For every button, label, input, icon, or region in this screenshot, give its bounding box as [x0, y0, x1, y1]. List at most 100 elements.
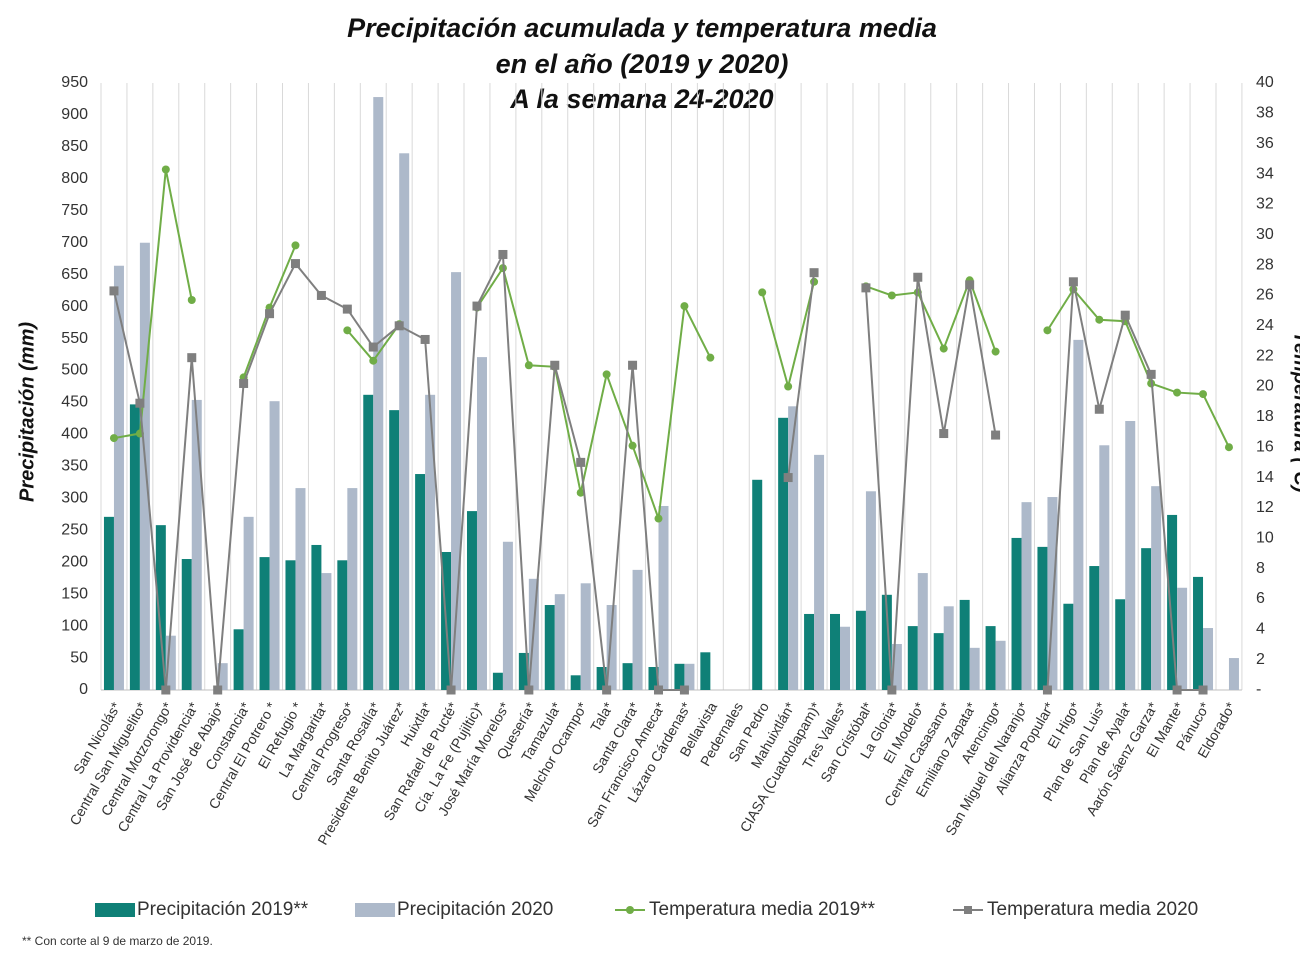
- marker: [1120, 310, 1130, 320]
- marker: [342, 304, 352, 314]
- y2-tick-label: 22: [1256, 347, 1274, 364]
- y2-tick-label: 14: [1256, 469, 1274, 486]
- bar: [425, 394, 436, 690]
- marker: [316, 290, 326, 300]
- bar: [113, 265, 124, 690]
- y-tick-label: 600: [61, 298, 88, 315]
- bar: [855, 610, 866, 690]
- bar: [311, 544, 322, 690]
- y-tick-label: 950: [61, 74, 88, 91]
- chart-title: en el año (2019 y 2020): [496, 49, 789, 79]
- bar: [389, 410, 400, 690]
- marker: [602, 685, 612, 695]
- y-tick-label: 200: [61, 553, 88, 570]
- y2-tick-label: 6: [1256, 590, 1265, 607]
- bar: [596, 666, 607, 690]
- y2-tick-label: 18: [1256, 408, 1274, 425]
- marker: [187, 296, 196, 305]
- bar: [1021, 502, 1032, 690]
- marker: [939, 429, 949, 439]
- marker: [239, 378, 249, 388]
- bar: [373, 97, 384, 691]
- marker: [991, 347, 1000, 356]
- bar: [907, 626, 918, 690]
- bar: [502, 541, 513, 690]
- y-tick-label: 550: [61, 330, 88, 347]
- marker: [161, 165, 170, 174]
- bar: [804, 613, 815, 690]
- y2-tick-label: 36: [1256, 135, 1274, 152]
- marker: [265, 309, 275, 319]
- marker: [135, 398, 145, 408]
- marker: [628, 441, 637, 450]
- bar: [1063, 603, 1074, 690]
- y-tick-label: 100: [61, 617, 88, 634]
- bar: [1125, 421, 1136, 690]
- y2-tick-label: 34: [1256, 165, 1274, 182]
- marker: [680, 302, 689, 311]
- bar: [295, 488, 306, 690]
- footnote: ** Con corte al 9 de marzo de 2019.: [22, 934, 213, 948]
- marker: [291, 241, 300, 250]
- bar: [476, 357, 487, 690]
- bar: [1037, 546, 1048, 690]
- bar: [840, 626, 851, 690]
- bar: [554, 594, 565, 690]
- bar: [959, 599, 970, 690]
- bar: [917, 573, 928, 690]
- bar: [632, 569, 643, 690]
- marker: [783, 473, 793, 483]
- line: [865, 277, 997, 352]
- bar: [752, 479, 763, 690]
- y-tick-label: 250: [61, 521, 88, 538]
- marker: [939, 344, 948, 353]
- bar: [1141, 548, 1152, 690]
- marker: [498, 249, 508, 259]
- line: [476, 265, 712, 519]
- bar: [622, 663, 633, 690]
- bar: [570, 675, 581, 690]
- bar: [165, 635, 176, 690]
- marker: [1198, 685, 1208, 695]
- y-tick-label: 750: [61, 202, 88, 219]
- marker: [420, 334, 430, 344]
- marker: [576, 457, 586, 467]
- marker: [343, 326, 352, 335]
- marker: [1172, 685, 1182, 695]
- y-tick-label: 0: [79, 681, 88, 698]
- y2-tick-label: 12: [1256, 499, 1274, 516]
- y2-tick-label: 20: [1256, 378, 1274, 395]
- bar: [337, 560, 348, 690]
- bar: [321, 573, 332, 690]
- marker: [109, 434, 118, 443]
- bar: [1115, 599, 1126, 690]
- y2-tick-label: 30: [1256, 226, 1274, 243]
- marker: [887, 291, 896, 300]
- marker: [1224, 443, 1233, 452]
- bar: [700, 652, 711, 690]
- marker: [1173, 388, 1182, 397]
- bar: [1177, 587, 1188, 690]
- bar: [580, 583, 591, 690]
- marker: [1043, 326, 1052, 335]
- bar: [217, 663, 228, 690]
- marker: [1094, 404, 1104, 414]
- y2-tick-label: 2: [1256, 651, 1265, 668]
- y-tick-label: 650: [61, 266, 88, 283]
- y-tick-label: 500: [61, 362, 88, 379]
- bar: [451, 272, 462, 690]
- legend-swatch: [95, 903, 135, 917]
- bar: [830, 613, 841, 690]
- bar: [243, 516, 254, 690]
- marker: [524, 361, 533, 370]
- bar: [269, 401, 280, 690]
- bar: [658, 505, 669, 690]
- marker: [161, 685, 171, 695]
- bar: [943, 606, 954, 690]
- y2-tick-label: -: [1256, 681, 1261, 698]
- bar: [933, 633, 944, 690]
- bar: [181, 559, 192, 690]
- bar: [814, 454, 825, 690]
- marker: [576, 488, 585, 497]
- y2-tick-label: 24: [1256, 317, 1274, 334]
